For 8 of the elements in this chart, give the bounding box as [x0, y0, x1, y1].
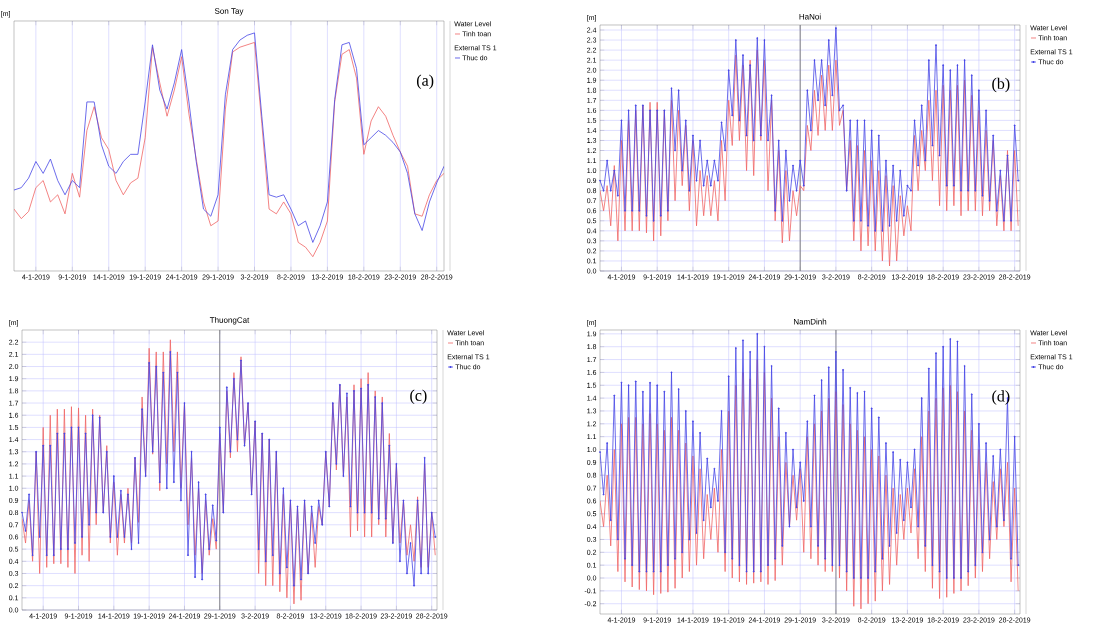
annotation: (b) — [992, 77, 1010, 93]
annotation: (d) — [992, 390, 1010, 405]
chart-title: HaNoi — [799, 13, 821, 20]
chart-title: NamDinh — [793, 318, 827, 325]
chart-title: ThuongCat — [209, 317, 250, 325]
annotation: (a) — [416, 74, 434, 90]
annotation: (c) — [410, 389, 427, 405]
chart-title: Son Tay — [214, 8, 244, 16]
